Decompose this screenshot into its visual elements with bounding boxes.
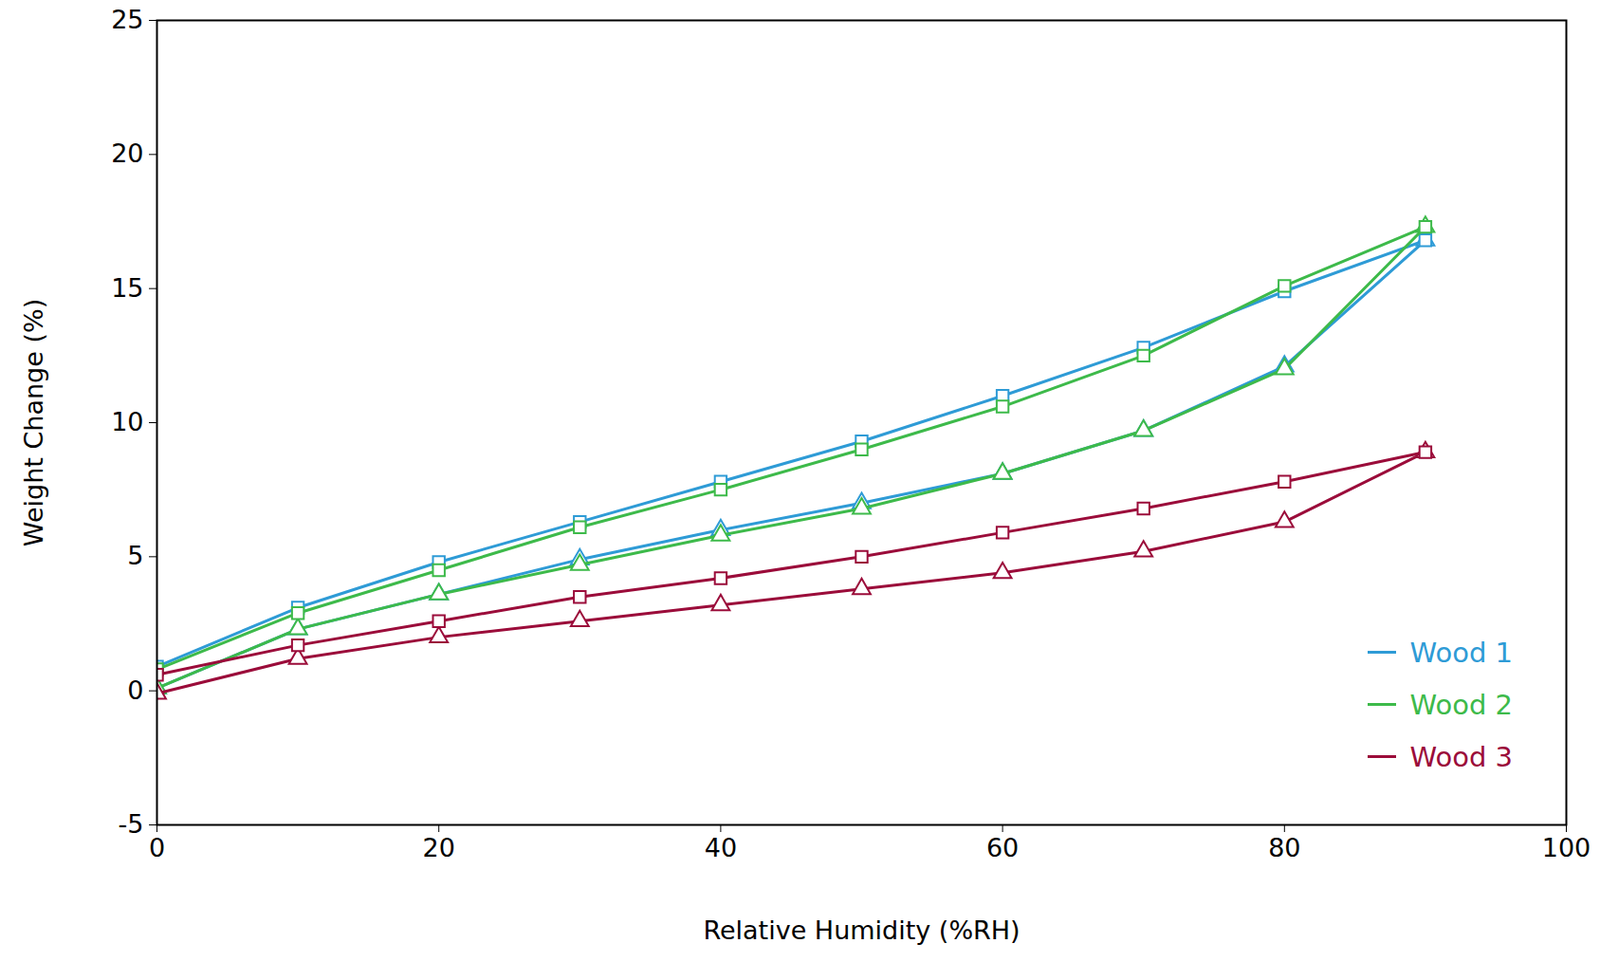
- svg-text:100: 100: [1542, 832, 1592, 863]
- svg-text:-5: -5: [118, 809, 145, 839]
- svg-text:0: 0: [127, 675, 144, 705]
- svg-text:Relative Humidity (%RH): Relative Humidity (%RH): [702, 915, 1020, 945]
- svg-text:60: 60: [986, 832, 1019, 863]
- svg-text:25: 25: [110, 4, 144, 35]
- svg-text:80: 80: [1268, 832, 1301, 863]
- svg-text:0: 0: [148, 832, 166, 863]
- html-text:Wood 2: Wood 2: [1409, 688, 1513, 721]
- svg-text:20: 20: [110, 138, 144, 168]
- svg-text:5: 5: [127, 540, 144, 571]
- svg-text:40: 40: [704, 832, 737, 863]
- html-text:Wood 1: Wood 1: [1409, 635, 1513, 669]
- svg-text:Weight Change (%): Weight Change (%): [18, 298, 49, 547]
- svg-text:20: 20: [422, 832, 456, 863]
- html-text:Wood 3: Wood 3: [1409, 740, 1513, 773]
- svg-text:15: 15: [110, 273, 144, 303]
- svg-text:10: 10: [110, 406, 144, 437]
